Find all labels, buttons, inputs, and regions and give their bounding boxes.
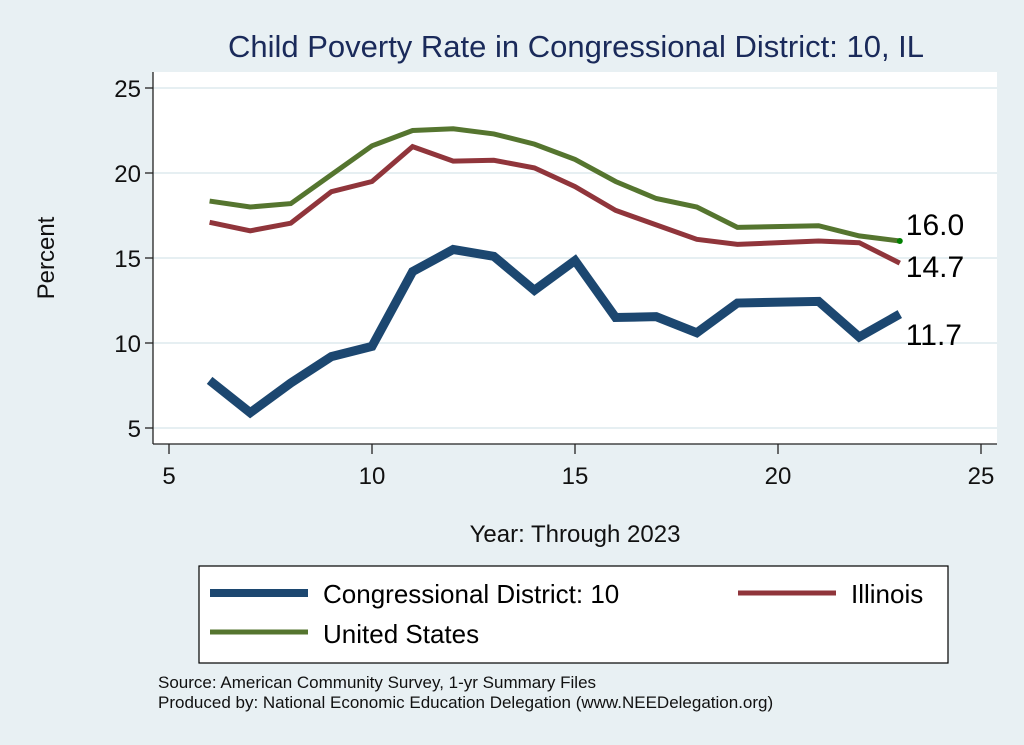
x-ticks: 5 10 15 20 25: [162, 444, 994, 490]
producer-note: Produced by: National Economic Education…: [158, 693, 773, 712]
y-tick-label-10: 10: [114, 331, 141, 358]
y-ticks: 5 10 15 20 25: [114, 76, 153, 443]
chart-title: Child Poverty Rate in Congressional Dist…: [228, 29, 924, 64]
end-labels: 11.7 14.7 16.0: [906, 209, 964, 352]
legend-box: [198, 565, 949, 664]
end-label-illinois: 14.7: [906, 251, 964, 284]
x-tick-label-10: 10: [359, 463, 386, 490]
y-tick-label-5: 5: [128, 416, 141, 443]
x-tick-label-5: 5: [162, 463, 175, 490]
x-tick-label-20: 20: [765, 463, 792, 490]
y-axis-title: Percent: [33, 216, 60, 299]
series-line-united-states: [209, 126, 901, 244]
y-tick-label-15: 15: [114, 246, 141, 273]
end-marker-united-states: [896, 238, 903, 244]
y-tick-label-20: 20: [114, 161, 141, 188]
end-label-united-states: 16.0: [906, 209, 964, 242]
legend-label-district: Congressional District: 10: [323, 579, 619, 609]
legend-label-united-states: United States: [323, 619, 479, 649]
series-line-district: [206, 244, 903, 419]
legend-label-illinois: Illinois: [851, 579, 923, 609]
x-tick-label-15: 15: [562, 463, 589, 490]
x-tick-label-25: 25: [968, 463, 995, 490]
series-lines: [206, 126, 903, 419]
legend: Congressional District: 10 Illinois Unit…: [198, 565, 949, 664]
y-tick-label-25: 25: [114, 76, 141, 103]
x-axis-title: Year: Through 2023: [470, 521, 681, 548]
end-label-district: 11.7: [906, 319, 962, 352]
source-note: Source: American Community Survey, 1-yr …: [158, 673, 596, 692]
series-line-illinois: [209, 143, 901, 266]
